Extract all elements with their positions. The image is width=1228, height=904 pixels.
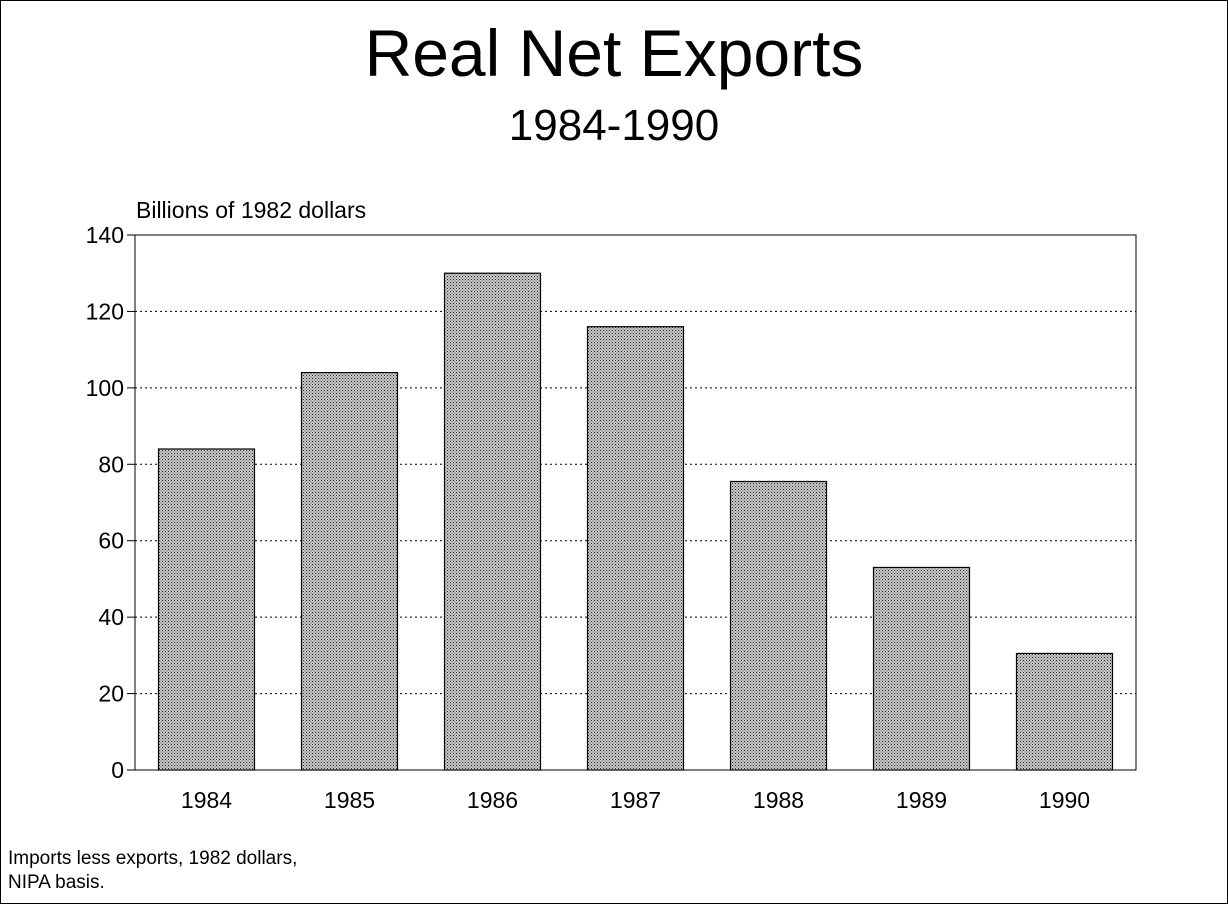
- y-tick-label: 0: [111, 757, 124, 783]
- y-tick-label: 40: [98, 604, 124, 630]
- footnote-line: Imports less exports, 1982 dollars,: [8, 848, 298, 869]
- y-tick-label: 20: [98, 681, 124, 707]
- x-tick-label: 1986: [467, 787, 518, 813]
- bar-1987: [586, 326, 685, 771]
- x-tick-label: 1989: [896, 787, 947, 813]
- plot-area-border: [134, 234, 1137, 771]
- x-tick-label: 1984: [181, 787, 232, 813]
- y-tick-label: 120: [86, 298, 124, 324]
- y-axis-unit-label: Billions of 1982 dollars: [136, 197, 367, 223]
- y-axis: 0 20 40 60 80 100 120 140: [86, 222, 135, 783]
- y-tick-label: 60: [98, 528, 124, 554]
- footnote-line: NIPA basis.: [8, 872, 105, 893]
- chart-subtitle: 1984-1990: [508, 101, 720, 150]
- bar-1986: [443, 272, 542, 771]
- bars: [157, 272, 1114, 771]
- y-tick-label: 80: [98, 451, 124, 477]
- chart-title: Real Net Exports: [364, 16, 864, 90]
- bar-1984: [157, 448, 256, 771]
- x-axis: 1984 1985 1986 1987 1988 1989 1990: [181, 787, 1090, 813]
- bar-1990: [1015, 652, 1114, 771]
- bar-1988: [729, 480, 828, 771]
- x-tick-label: 1985: [324, 787, 375, 813]
- y-tick-label: 100: [86, 375, 124, 401]
- bar-1989: [872, 566, 971, 771]
- x-tick-label: 1990: [1039, 787, 1090, 813]
- x-tick-label: 1988: [753, 787, 804, 813]
- bar-1985: [300, 371, 399, 771]
- x-tick-label: 1987: [610, 787, 661, 813]
- footnote: Imports less exports, 1982 dollars, NIPA…: [8, 847, 297, 895]
- y-tick-label: 140: [86, 222, 124, 248]
